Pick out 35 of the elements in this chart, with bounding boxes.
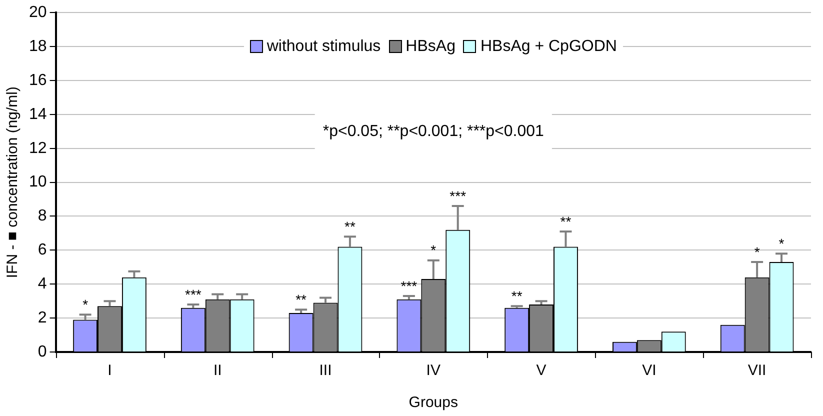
data-label: *** [450,188,467,204]
x-tick-label: II [213,362,222,380]
y-tick-label: 20 [29,4,47,22]
x-tick-label: IV [426,362,440,380]
y-tick-label: 14 [29,106,47,123]
y-tick-label: 4 [38,276,47,293]
legend-label: HBsAg + CpGODN [480,38,617,56]
data-label: ** [344,218,356,234]
y-tick-label: 16 [29,72,47,89]
y-tick-label: 10 [29,174,47,191]
y-tick-label: 0 [38,343,47,360]
data-label: ** [560,213,572,230]
x-tick-label: VII [748,362,766,380]
y-axis-title: IFN - ■ concentration (ng/ml) [4,86,22,278]
data-label: *** [184,286,202,302]
y-tick-label: 8 [38,208,47,225]
data-label: * [778,235,785,252]
data-label: * [754,244,760,260]
legend-label: HBsAg [406,38,456,56]
y-tick-label: 6 [38,242,47,259]
x-axis-title: Groups [408,394,458,412]
x-tick-label: V [536,362,546,380]
y-tick-label: 18 [29,38,47,55]
data-label: * [82,296,89,313]
legend-label: without stimulus [266,38,381,56]
data-label: * [430,242,437,258]
x-tick-label: VI [642,362,656,380]
x-tick-label: III [319,362,332,380]
data-label: *** [400,278,418,294]
data-label: ** [296,291,308,308]
data-label: ** [511,288,523,304]
y-tick-label: 12 [29,140,47,157]
y-tick-label: 2 [38,309,47,326]
x-tick-label: I [108,362,112,380]
annotation: *p<0.05; **p<0.001; ***p<0.001 [322,122,544,140]
